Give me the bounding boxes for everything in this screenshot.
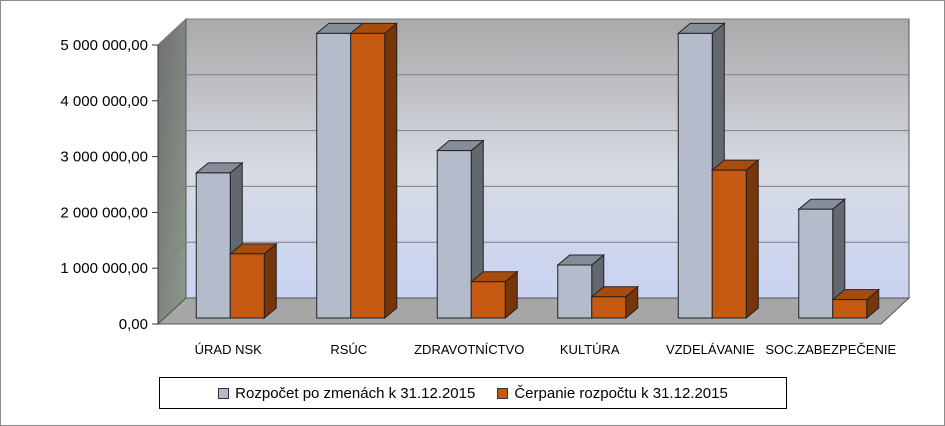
x-category-label: SOC.ZABEZPEČENIE — [765, 342, 896, 357]
x-category-label: ÚRAD NSK — [195, 342, 263, 357]
y-axis-ticks: 0,00 1 000 000,00 2 000 000,00 3 000 000,00… — [60, 37, 159, 333]
bar-front — [195, 172, 231, 319]
bar-front — [798, 208, 834, 319]
y-tick-label: 4 000 000,00 — [60, 93, 148, 110]
bar-front — [591, 296, 627, 319]
gridline-side — [157, 18, 187, 46]
bar-0-5 — [797, 198, 847, 320]
x-axis-labels: ÚRAD NSK RSÚC ZDRAVOTNÍCTVO KULTÚRA VZDELÁVA… — [195, 342, 897, 357]
side-wall — [157, 17, 187, 326]
bar-side — [384, 22, 398, 320]
y-tick-label: 2 000 000,00 — [60, 204, 148, 221]
bar-front — [832, 299, 868, 319]
legend-label-spent: Čerpanie rozpočtu k 31.12.2015 — [514, 384, 728, 402]
bar-front — [711, 169, 747, 319]
x-category-label: ZDRAVOTNÍCTVO — [414, 342, 524, 357]
bar-front — [350, 32, 386, 319]
bar-front — [677, 32, 713, 319]
bar-front — [229, 253, 265, 319]
bar-front — [557, 264, 593, 319]
y-tick-label: 0,00 — [119, 316, 148, 333]
bar-1-5 — [831, 288, 881, 320]
bar-front — [436, 150, 472, 319]
bar-1-0 — [228, 242, 278, 320]
legend-label-budget: Rozpočet po zmenách k 31.12.2015 — [235, 384, 476, 402]
legend-swatch-spent — [497, 387, 509, 399]
bar-side — [263, 242, 277, 320]
bar-1-3 — [590, 285, 640, 320]
legend-swatch-budget — [218, 387, 230, 399]
gridline-side — [157, 74, 187, 102]
legend: Rozpočet po zmenách k 31.12.2015 Čerpani… — [159, 377, 787, 409]
gridline-side — [157, 130, 187, 157]
bar-1-4 — [710, 159, 760, 320]
gridline-side — [157, 241, 187, 269]
bar-front — [470, 281, 506, 319]
bar-1-1 — [349, 22, 399, 320]
x-category-label: VZDELÁVANIE — [666, 342, 755, 357]
bars — [194, 22, 881, 320]
legend-item-budget: Rozpočet po zmenách k 31.12.2015 — [218, 385, 475, 402]
legend-item-spent: Čerpanie rozpočtu k 31.12.2015 — [497, 384, 728, 402]
x-category-label: KULTÚRA — [560, 342, 620, 357]
bar-0-2 — [435, 139, 485, 320]
gridline-side — [157, 186, 187, 213]
bar-side — [745, 159, 759, 320]
y-tick-label: 3 000 000,00 — [60, 149, 148, 166]
gridlines — [157, 18, 909, 269]
y-tick-label: 5 000 000,00 — [60, 37, 148, 54]
x-category-label: RSÚC — [330, 342, 367, 357]
bar-1-2 — [469, 270, 519, 320]
y-tick-label: 1 000 000,00 — [60, 260, 148, 277]
bar-front — [316, 32, 352, 319]
